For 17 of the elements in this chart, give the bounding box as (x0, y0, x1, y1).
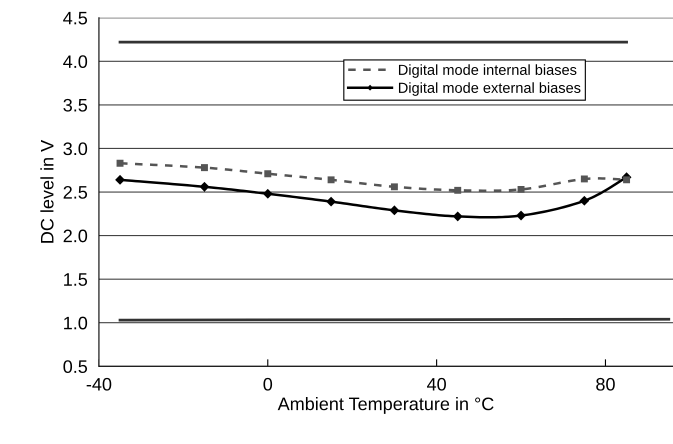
x-tick-label: 80 (596, 378, 615, 391)
x-axis-title: Ambient Temperature in °C (278, 397, 494, 414)
x-tick-label: 40 (426, 378, 446, 391)
y-tick-label: 3.0 (63, 142, 88, 156)
y-tick-label: 2.0 (64, 230, 88, 242)
legend-label: Digital mode external biases (398, 82, 580, 96)
y-tick-label: 4.5 (63, 12, 88, 24)
y-axis-title: DC level in V (40, 140, 54, 243)
y-tick-label: 3.5 (63, 98, 88, 112)
x-tick-label: 0 (263, 378, 272, 391)
legend-label: Digital mode internal biases (398, 64, 576, 78)
y-tick-label: 4.0 (63, 55, 88, 68)
y-tick-label: 1.0 (64, 316, 88, 330)
y-tick-label: 1.5 (64, 273, 88, 286)
x-tick-label: -40 (86, 378, 112, 391)
y-tick-label: 0.5 (63, 360, 88, 374)
y-tick-label: 2.5 (64, 186, 88, 199)
